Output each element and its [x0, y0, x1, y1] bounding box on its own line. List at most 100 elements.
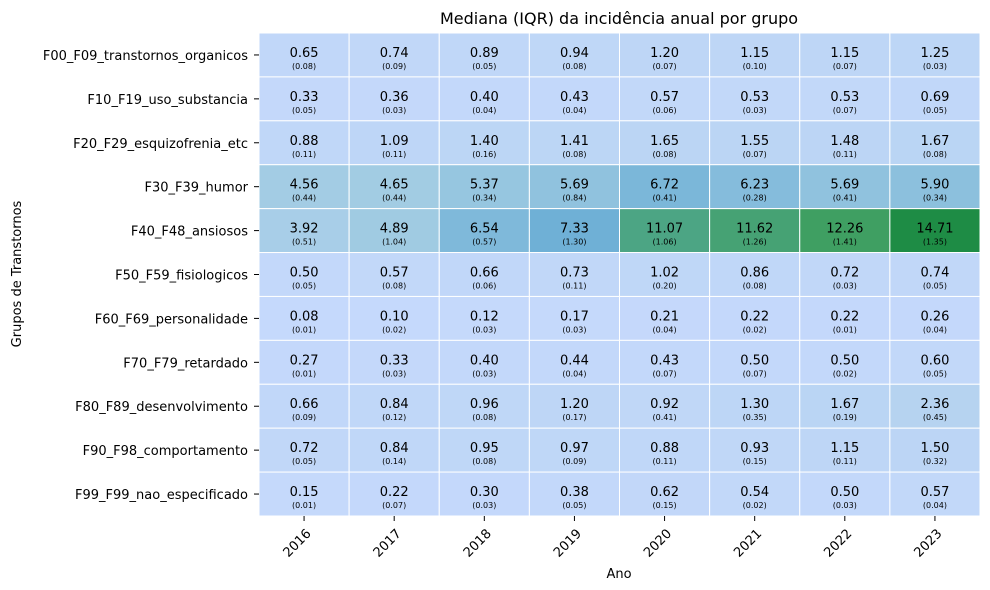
cell-value-label: 0.86 [740, 266, 769, 281]
cell-value-label: 0.12 [470, 309, 499, 324]
cell-value-label: 0.57 [920, 485, 949, 500]
cell-value-label: 0.93 [740, 441, 769, 456]
heatmap-cell [438, 32, 530, 78]
cell-value-label: 0.62 [650, 485, 679, 500]
cell-iqr-label: (0.08) [382, 282, 406, 291]
cell-value-label: 0.84 [380, 441, 409, 456]
cell-value-label: 0.36 [380, 90, 409, 105]
cell-value-label: 0.88 [650, 441, 679, 456]
x-tick-labels: 2016 2017 2018 2019 2020 2021 2022 2023 [281, 516, 945, 561]
cell-iqr-label: (0.06) [653, 106, 677, 115]
cell-iqr-label: (1.41) [833, 238, 857, 247]
cell-value-label: 0.33 [380, 353, 409, 368]
cell-value-label: 14.71 [916, 222, 953, 237]
cell-iqr-label: (1.26) [743, 238, 767, 247]
cell-value-label: 0.10 [380, 309, 409, 324]
cell-value-label: 11.07 [646, 222, 683, 237]
y-tick-label: F20_F29_esquizofrenia_etc [73, 137, 248, 152]
heatmap-cell [528, 427, 620, 473]
cell-iqr-label: (0.11) [292, 150, 316, 159]
cell-value-label: 0.50 [740, 353, 769, 368]
heatmap-cell [799, 471, 891, 517]
cell-value-label: 0.66 [290, 397, 319, 412]
heatmap-cell [619, 120, 711, 166]
heatmap-cell [438, 164, 530, 210]
cell-iqr-label: (0.04) [923, 501, 947, 510]
cell-iqr-label: (0.04) [472, 106, 496, 115]
cell-value-label: 0.57 [380, 266, 409, 281]
cell-iqr-label: (0.11) [833, 457, 857, 466]
cell-iqr-label: (0.08) [562, 150, 586, 159]
cell-iqr-label: (0.04) [923, 325, 947, 334]
heatmap-cell [709, 383, 801, 429]
cell-iqr-label: (0.05) [292, 106, 316, 115]
cell-value-label: 1.30 [740, 397, 769, 412]
cell-iqr-label: (0.09) [292, 413, 316, 422]
cell-value-label: 0.50 [830, 485, 859, 500]
cell-iqr-label: (0.04) [562, 106, 586, 115]
heatmap-cell [799, 120, 891, 166]
y-tick-label: F50_F59_fisiologicos [115, 269, 248, 284]
cell-value-label: 1.67 [830, 397, 859, 412]
heatmap-cell [619, 164, 711, 210]
x-tick-label: 2022 [821, 527, 855, 561]
cell-iqr-label: (0.02) [743, 325, 767, 334]
cell-iqr-label: (0.03) [833, 501, 857, 510]
cell-iqr-label: (0.09) [382, 62, 406, 71]
cell-value-label: 6.23 [740, 178, 769, 193]
cell-value-label: 1.20 [560, 397, 589, 412]
cell-iqr-label: (0.07) [833, 62, 857, 71]
cell-iqr-label: (1.06) [653, 238, 677, 247]
cell-iqr-label: (0.09) [562, 457, 586, 466]
cell-value-label: 0.54 [740, 485, 769, 500]
cell-value-label: 1.09 [380, 134, 409, 149]
cell-value-label: 0.84 [380, 397, 409, 412]
cell-iqr-label: (0.17) [562, 413, 586, 422]
cell-iqr-label: (0.11) [653, 457, 677, 466]
cell-value-label: 0.72 [830, 266, 859, 281]
heatmap-cells: 0.65(0.08)0.74(0.09)0.89(0.05)0.94(0.08)… [258, 32, 981, 517]
cell-value-label: 0.65 [290, 46, 319, 61]
cell-value-label: 5.69 [830, 178, 859, 193]
cell-iqr-label: (0.19) [833, 413, 857, 422]
cell-value-label: 0.89 [470, 46, 499, 61]
heatmap-cell [889, 427, 981, 473]
cell-value-label: 5.37 [470, 178, 499, 193]
heatmap-cell [258, 32, 350, 78]
cell-value-label: 0.57 [650, 90, 679, 105]
cell-iqr-label: (0.07) [743, 369, 767, 378]
cell-iqr-label: (0.03) [472, 325, 496, 334]
cell-value-label: 2.36 [920, 397, 949, 412]
cell-value-label: 0.74 [920, 266, 949, 281]
cell-value-label: 0.43 [650, 353, 679, 368]
cell-value-label: 1.48 [830, 134, 859, 149]
heatmap-cell [348, 32, 440, 78]
cell-iqr-label: (0.44) [292, 194, 316, 203]
x-tick-label: 2021 [731, 527, 765, 561]
heatmap-cell [438, 383, 530, 429]
heatmap-cell [799, 252, 891, 297]
cell-iqr-label: (0.02) [743, 501, 767, 510]
cell-iqr-label: (0.01) [292, 501, 316, 510]
heatmap-cell [348, 120, 440, 166]
heatmap-cell [799, 295, 891, 341]
heatmap-cell [528, 383, 620, 429]
cell-value-label: 3.92 [290, 222, 319, 237]
heatmap-cell [889, 76, 981, 122]
heatmap-cell [799, 164, 891, 210]
cell-iqr-label: (0.03) [562, 325, 586, 334]
cell-value-label: 1.67 [920, 134, 949, 149]
cell-iqr-label: (0.11) [382, 150, 406, 159]
heatmap-cell [889, 339, 981, 385]
heatmap-cell [889, 471, 981, 517]
cell-value-label: 0.08 [290, 309, 319, 324]
y-axis-label: Grupos de Transtornos [10, 200, 25, 347]
y-tick-label: F10_F19_uso_substancia [87, 93, 248, 108]
heatmap-cell [799, 208, 891, 254]
heatmap-cell [348, 471, 440, 517]
cell-value-label: 1.15 [740, 46, 769, 61]
cell-value-label: 0.15 [290, 485, 319, 500]
cell-iqr-label: (0.05) [292, 282, 316, 291]
cell-value-label: 1.55 [740, 134, 769, 149]
cell-value-label: 1.65 [650, 134, 679, 149]
